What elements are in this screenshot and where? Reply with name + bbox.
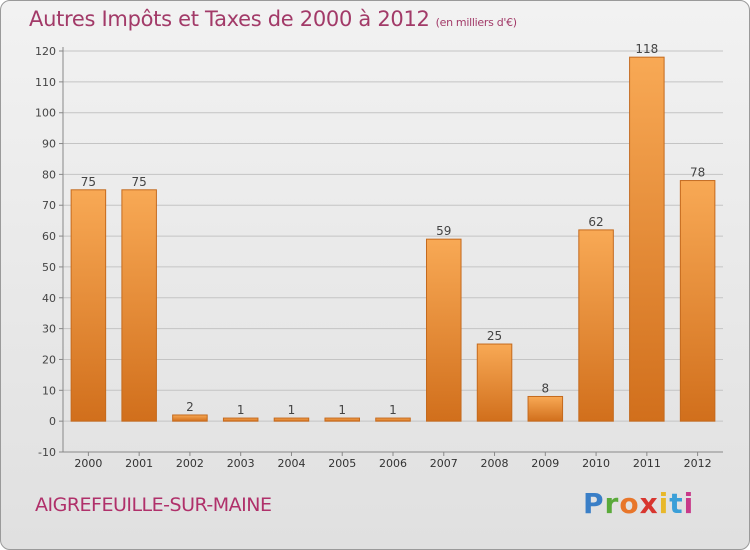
data-label: 118 — [635, 42, 658, 56]
title-text: Autres Impôts et Taxes de 2000 à 2012 — [29, 7, 430, 31]
bar — [273, 417, 310, 422]
data-label: 1 — [338, 403, 346, 417]
x-tick-label: 2012 — [684, 457, 712, 470]
data-label: 78 — [690, 166, 705, 180]
data-labels: 75 75 2 1 1 1 1 59 25 8 62 118 78 — [81, 42, 706, 417]
data-label: 2 — [186, 400, 194, 414]
y-tick-label: 70 — [42, 199, 56, 212]
x-tick-labels: 2000 2001 2002 2003 2004 2005 2006 2007 2008 2009… — [74, 457, 711, 470]
y-tick-label: 110 — [35, 76, 56, 89]
bar — [172, 414, 208, 422]
y-tick-label: 20 — [42, 353, 56, 366]
x-tick-label: 2008 — [481, 457, 509, 470]
chart-title: Autres Impôts et Taxes de 2000 à 2012 (en… — [29, 7, 517, 31]
bars — [70, 56, 716, 422]
x-tick-label: 2010 — [582, 457, 610, 470]
y-tick-label: 120 — [35, 45, 56, 58]
grid-lines — [63, 50, 723, 453]
x-tick-label: 2001 — [125, 457, 153, 470]
data-label: 1 — [237, 403, 245, 417]
bar — [629, 56, 665, 422]
bar — [222, 417, 259, 422]
y-tick-label: 80 — [42, 168, 56, 181]
x-tick-label: 2000 — [74, 457, 102, 470]
data-label: 1 — [288, 403, 296, 417]
x-tick-label: 2004 — [277, 457, 305, 470]
y-tick-label: 40 — [42, 292, 56, 305]
x-tick-label: 2003 — [227, 457, 255, 470]
y-tick-label: 0 — [49, 415, 56, 428]
bar — [70, 189, 107, 422]
bar — [426, 238, 462, 422]
y-tick-label: 30 — [42, 323, 56, 336]
data-label: 75 — [132, 175, 147, 189]
logo-letter: o — [619, 487, 640, 520]
y-tick-label: 100 — [35, 107, 56, 120]
bar — [476, 343, 513, 422]
axes — [59, 47, 723, 456]
x-tick-label: 2009 — [531, 457, 559, 470]
logo-letter: t — [669, 487, 684, 520]
data-label: 59 — [436, 224, 451, 238]
bar — [679, 180, 716, 422]
y-tick-labels: -10 0 10 20 30 40 50 60 70 80 90 100 110 120 — [35, 45, 56, 459]
data-label: 62 — [588, 215, 603, 229]
logo-letter: P — [583, 487, 605, 520]
x-tick-label: 2005 — [328, 457, 356, 470]
data-label: 75 — [81, 175, 96, 189]
x-tick-label: 2007 — [430, 457, 458, 470]
y-tick-label: -10 — [38, 446, 56, 459]
chart-subtitle: (en milliers d'€) — [435, 16, 517, 29]
y-tick-label: 60 — [42, 230, 56, 243]
logo-letter: i — [658, 487, 670, 520]
logo-letter: i — [683, 487, 695, 520]
bar — [121, 189, 157, 422]
logo-letter: x — [639, 487, 659, 520]
proxiti-logo: Proxiti — [583, 487, 694, 520]
bar — [375, 417, 411, 422]
bar — [527, 395, 564, 422]
data-label: 1 — [389, 403, 397, 417]
x-tick-label: 2002 — [176, 457, 204, 470]
logo-letter: r — [604, 487, 620, 520]
bar — [324, 417, 360, 422]
data-label: 25 — [487, 329, 502, 343]
y-tick-label: 90 — [42, 138, 56, 151]
commune-name: AIGREFEUILLE-SUR-MAINE — [35, 494, 272, 516]
y-tick-label: 10 — [42, 384, 56, 397]
x-tick-label: 2006 — [379, 457, 407, 470]
x-tick-label: 2011 — [633, 457, 661, 470]
y-tick-label: 50 — [42, 261, 56, 274]
bar — [578, 229, 614, 422]
data-label: 8 — [541, 381, 549, 395]
